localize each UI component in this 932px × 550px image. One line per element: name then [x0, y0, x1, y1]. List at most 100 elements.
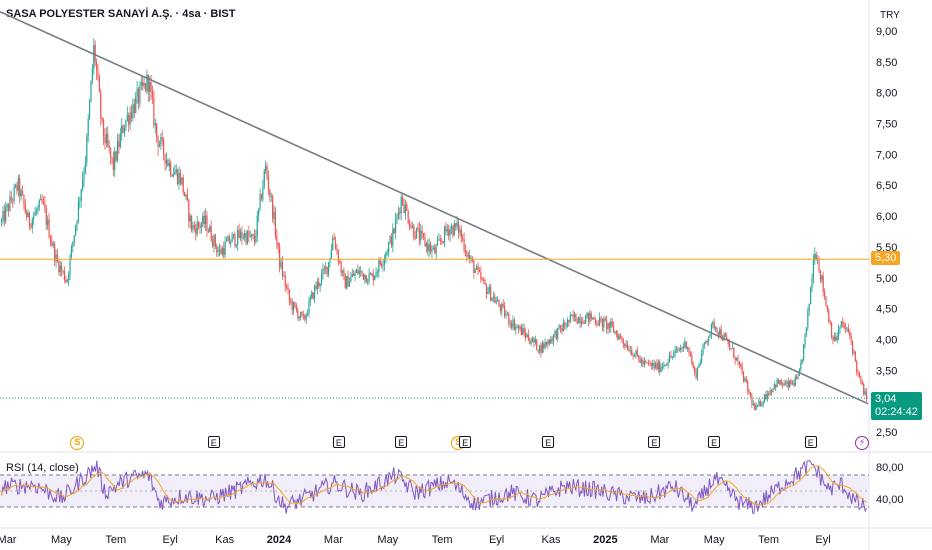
earnings-event-marker[interactable]: E	[395, 436, 408, 448]
candle-body	[554, 331, 556, 335]
candle-body	[223, 247, 225, 256]
candle-body	[794, 377, 796, 386]
rsi-pane: 80,00 40,00	[0, 460, 904, 515]
earnings-event-marker[interactable]: E	[648, 436, 661, 448]
candle-body	[575, 313, 577, 322]
candle-body	[209, 226, 211, 232]
candle-body	[513, 319, 515, 330]
currency-label[interactable]: TRY	[880, 10, 900, 21]
candle-body	[160, 137, 162, 145]
rsi-title[interactable]: RSI (14, close)	[6, 462, 79, 474]
earnings-event-marker[interactable]: E	[207, 436, 220, 448]
candle-body	[847, 327, 849, 332]
candle-body	[779, 380, 781, 384]
candle-body	[663, 364, 665, 367]
candle-body	[365, 275, 367, 283]
candle-body	[83, 171, 85, 180]
candle-body	[477, 266, 479, 271]
candle-body	[830, 323, 833, 337]
candle-body	[119, 133, 121, 147]
time-tick-label: Tem	[105, 534, 126, 546]
candle-body	[343, 270, 345, 277]
candle-body	[649, 363, 651, 364]
candle-body	[41, 199, 43, 202]
candle-body	[865, 391, 868, 399]
candle-body	[154, 123, 156, 126]
candle-body	[290, 300, 292, 302]
candle-body	[512, 319, 514, 328]
candle-body	[385, 253, 387, 259]
candle-body	[147, 74, 149, 92]
candle-body	[541, 343, 543, 354]
candle-body	[819, 270, 822, 280]
candle-body	[823, 291, 826, 297]
candle-body	[266, 165, 268, 178]
bolt-event-marker[interactable]: ⚡	[855, 436, 870, 450]
candle-body	[568, 319, 570, 323]
candle-body	[633, 355, 636, 357]
candle-body	[288, 289, 291, 301]
candle-body	[682, 347, 685, 349]
candle-body	[425, 243, 427, 247]
candle-body	[165, 159, 168, 164]
earnings-event-marker[interactable]: E	[804, 436, 817, 448]
candle-body	[784, 383, 787, 385]
candle-body	[203, 215, 205, 225]
candle-body	[418, 228, 420, 241]
candle-body	[218, 249, 221, 252]
candle-body	[829, 322, 831, 324]
candle-body	[431, 248, 433, 252]
candle-body	[559, 325, 562, 329]
candle-body	[284, 275, 286, 287]
candle-body	[622, 340, 624, 344]
candle-body	[797, 375, 799, 379]
candle-body	[358, 271, 360, 274]
candle-body	[555, 331, 557, 340]
candle-body	[650, 363, 652, 367]
candle-body	[449, 229, 451, 236]
candle-body	[232, 233, 235, 236]
candle-body	[76, 220, 78, 226]
earnings-event-marker[interactable]: E	[332, 436, 345, 448]
candle-body	[840, 321, 842, 328]
candle-body	[315, 285, 317, 289]
candle-body	[88, 101, 91, 120]
chart-title: SASA POLYESTER SANAYİ A.Ş. · 4sa · BIST	[6, 8, 236, 20]
candle-body	[139, 85, 141, 104]
candle-body	[19, 178, 21, 197]
candle-body	[291, 301, 293, 311]
candle-body	[530, 342, 532, 344]
earnings-event-marker[interactable]: E	[708, 436, 721, 448]
candle-body	[504, 305, 506, 316]
candle-body	[585, 316, 587, 324]
candle-body	[210, 226, 212, 241]
candle-body	[565, 326, 567, 328]
candle-body	[501, 304, 503, 312]
earnings-event-marker[interactable]: E	[542, 436, 555, 448]
candle-body	[737, 357, 739, 362]
candle-body	[804, 333, 806, 345]
candle-body	[850, 336, 852, 341]
candle-body	[768, 393, 770, 395]
candle-body	[244, 233, 246, 238]
candle-body	[456, 221, 458, 227]
candle-body	[687, 347, 689, 349]
candle-body	[624, 343, 626, 347]
candle-body	[122, 125, 124, 133]
candle-body	[452, 226, 454, 236]
split-event-marker[interactable]: S	[70, 436, 85, 450]
candle-body	[763, 394, 766, 402]
candle-body	[457, 221, 460, 233]
candle-body	[156, 123, 158, 137]
candle-body	[406, 204, 408, 211]
candle-body	[833, 336, 835, 341]
candle-body	[149, 81, 151, 92]
candle-body	[851, 340, 854, 353]
candle-body	[473, 260, 475, 273]
candle-body	[371, 273, 373, 275]
candle-body	[390, 236, 393, 246]
earnings-event-marker[interactable]: E	[459, 436, 472, 448]
candle-body	[589, 313, 591, 322]
candle-body	[142, 82, 144, 86]
